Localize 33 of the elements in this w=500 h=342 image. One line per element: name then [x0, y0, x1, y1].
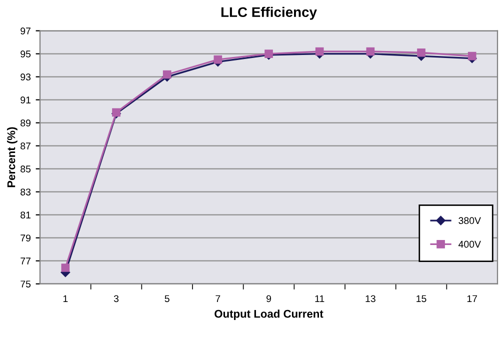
y-tick-label: 91 [20, 96, 30, 104]
y-tick-label: 97 [20, 28, 30, 34]
y-tick-label: 95 [20, 50, 31, 58]
point [366, 47, 375, 56]
y-tick-label: 85 [20, 166, 31, 172]
x-tick-label: 1 [63, 295, 68, 302]
point [417, 48, 426, 57]
x-tick-label: 5 [164, 295, 170, 302]
y-tick-label: 81 [20, 212, 30, 218]
y-tick-label: 93 [20, 74, 31, 80]
x-tick-label: 15 [416, 295, 426, 302]
y-tick-label: 89 [20, 120, 31, 126]
y-tick-label: 87 [20, 142, 30, 150]
point [468, 52, 476, 60]
y-axis-title: Percent (%) [7, 127, 18, 188]
x-tick-label: 9 [266, 295, 271, 302]
y-tick-label: 75 [20, 280, 31, 288]
x-tick-label: 11 [315, 295, 324, 302]
x-axis-title: Output Load Current [214, 310, 324, 320]
x-tick-label: 17 [467, 295, 478, 302]
x-tick-label: 7 [216, 295, 220, 302]
point [162, 70, 172, 79]
x-tick-label: 3 [114, 295, 119, 302]
y-tick-label: 83 [20, 188, 31, 196]
x-tick-label: 13 [366, 295, 376, 302]
chart-title: LLC Efficiency [221, 6, 317, 20]
legend-label: 380V [458, 217, 481, 224]
legend-label: 400V [458, 240, 481, 248]
point [214, 55, 222, 64]
y-tick-label: 77 [20, 258, 30, 264]
point [315, 47, 324, 56]
point [61, 264, 70, 272]
y-tick-label: 79 [20, 234, 31, 242]
